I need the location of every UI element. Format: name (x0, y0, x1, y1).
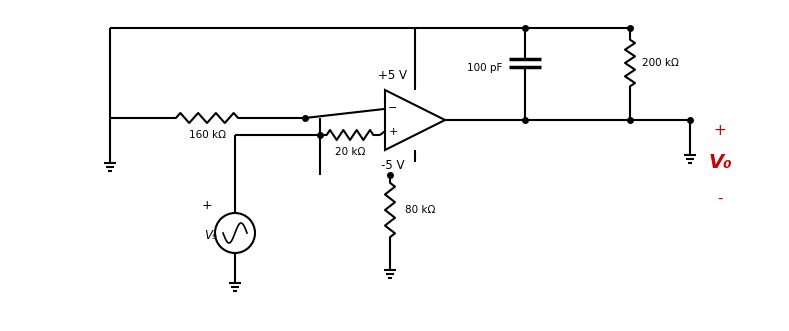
Text: V₀: V₀ (709, 153, 732, 171)
Text: +: + (713, 122, 727, 137)
Text: +: + (388, 127, 398, 137)
Text: 80 kΩ: 80 kΩ (405, 205, 436, 215)
Text: 200 kΩ: 200 kΩ (641, 58, 679, 68)
Text: -: - (717, 191, 723, 206)
Text: +5 V: +5 V (379, 69, 407, 81)
Text: 160 kΩ: 160 kΩ (189, 130, 226, 140)
Text: -5 V: -5 V (381, 159, 405, 171)
Text: V₉: V₉ (204, 228, 216, 242)
Text: 20 kΩ: 20 kΩ (335, 147, 365, 157)
Text: 100 pF: 100 pF (467, 63, 503, 73)
Text: +: + (202, 199, 212, 212)
Text: −: − (388, 103, 398, 113)
